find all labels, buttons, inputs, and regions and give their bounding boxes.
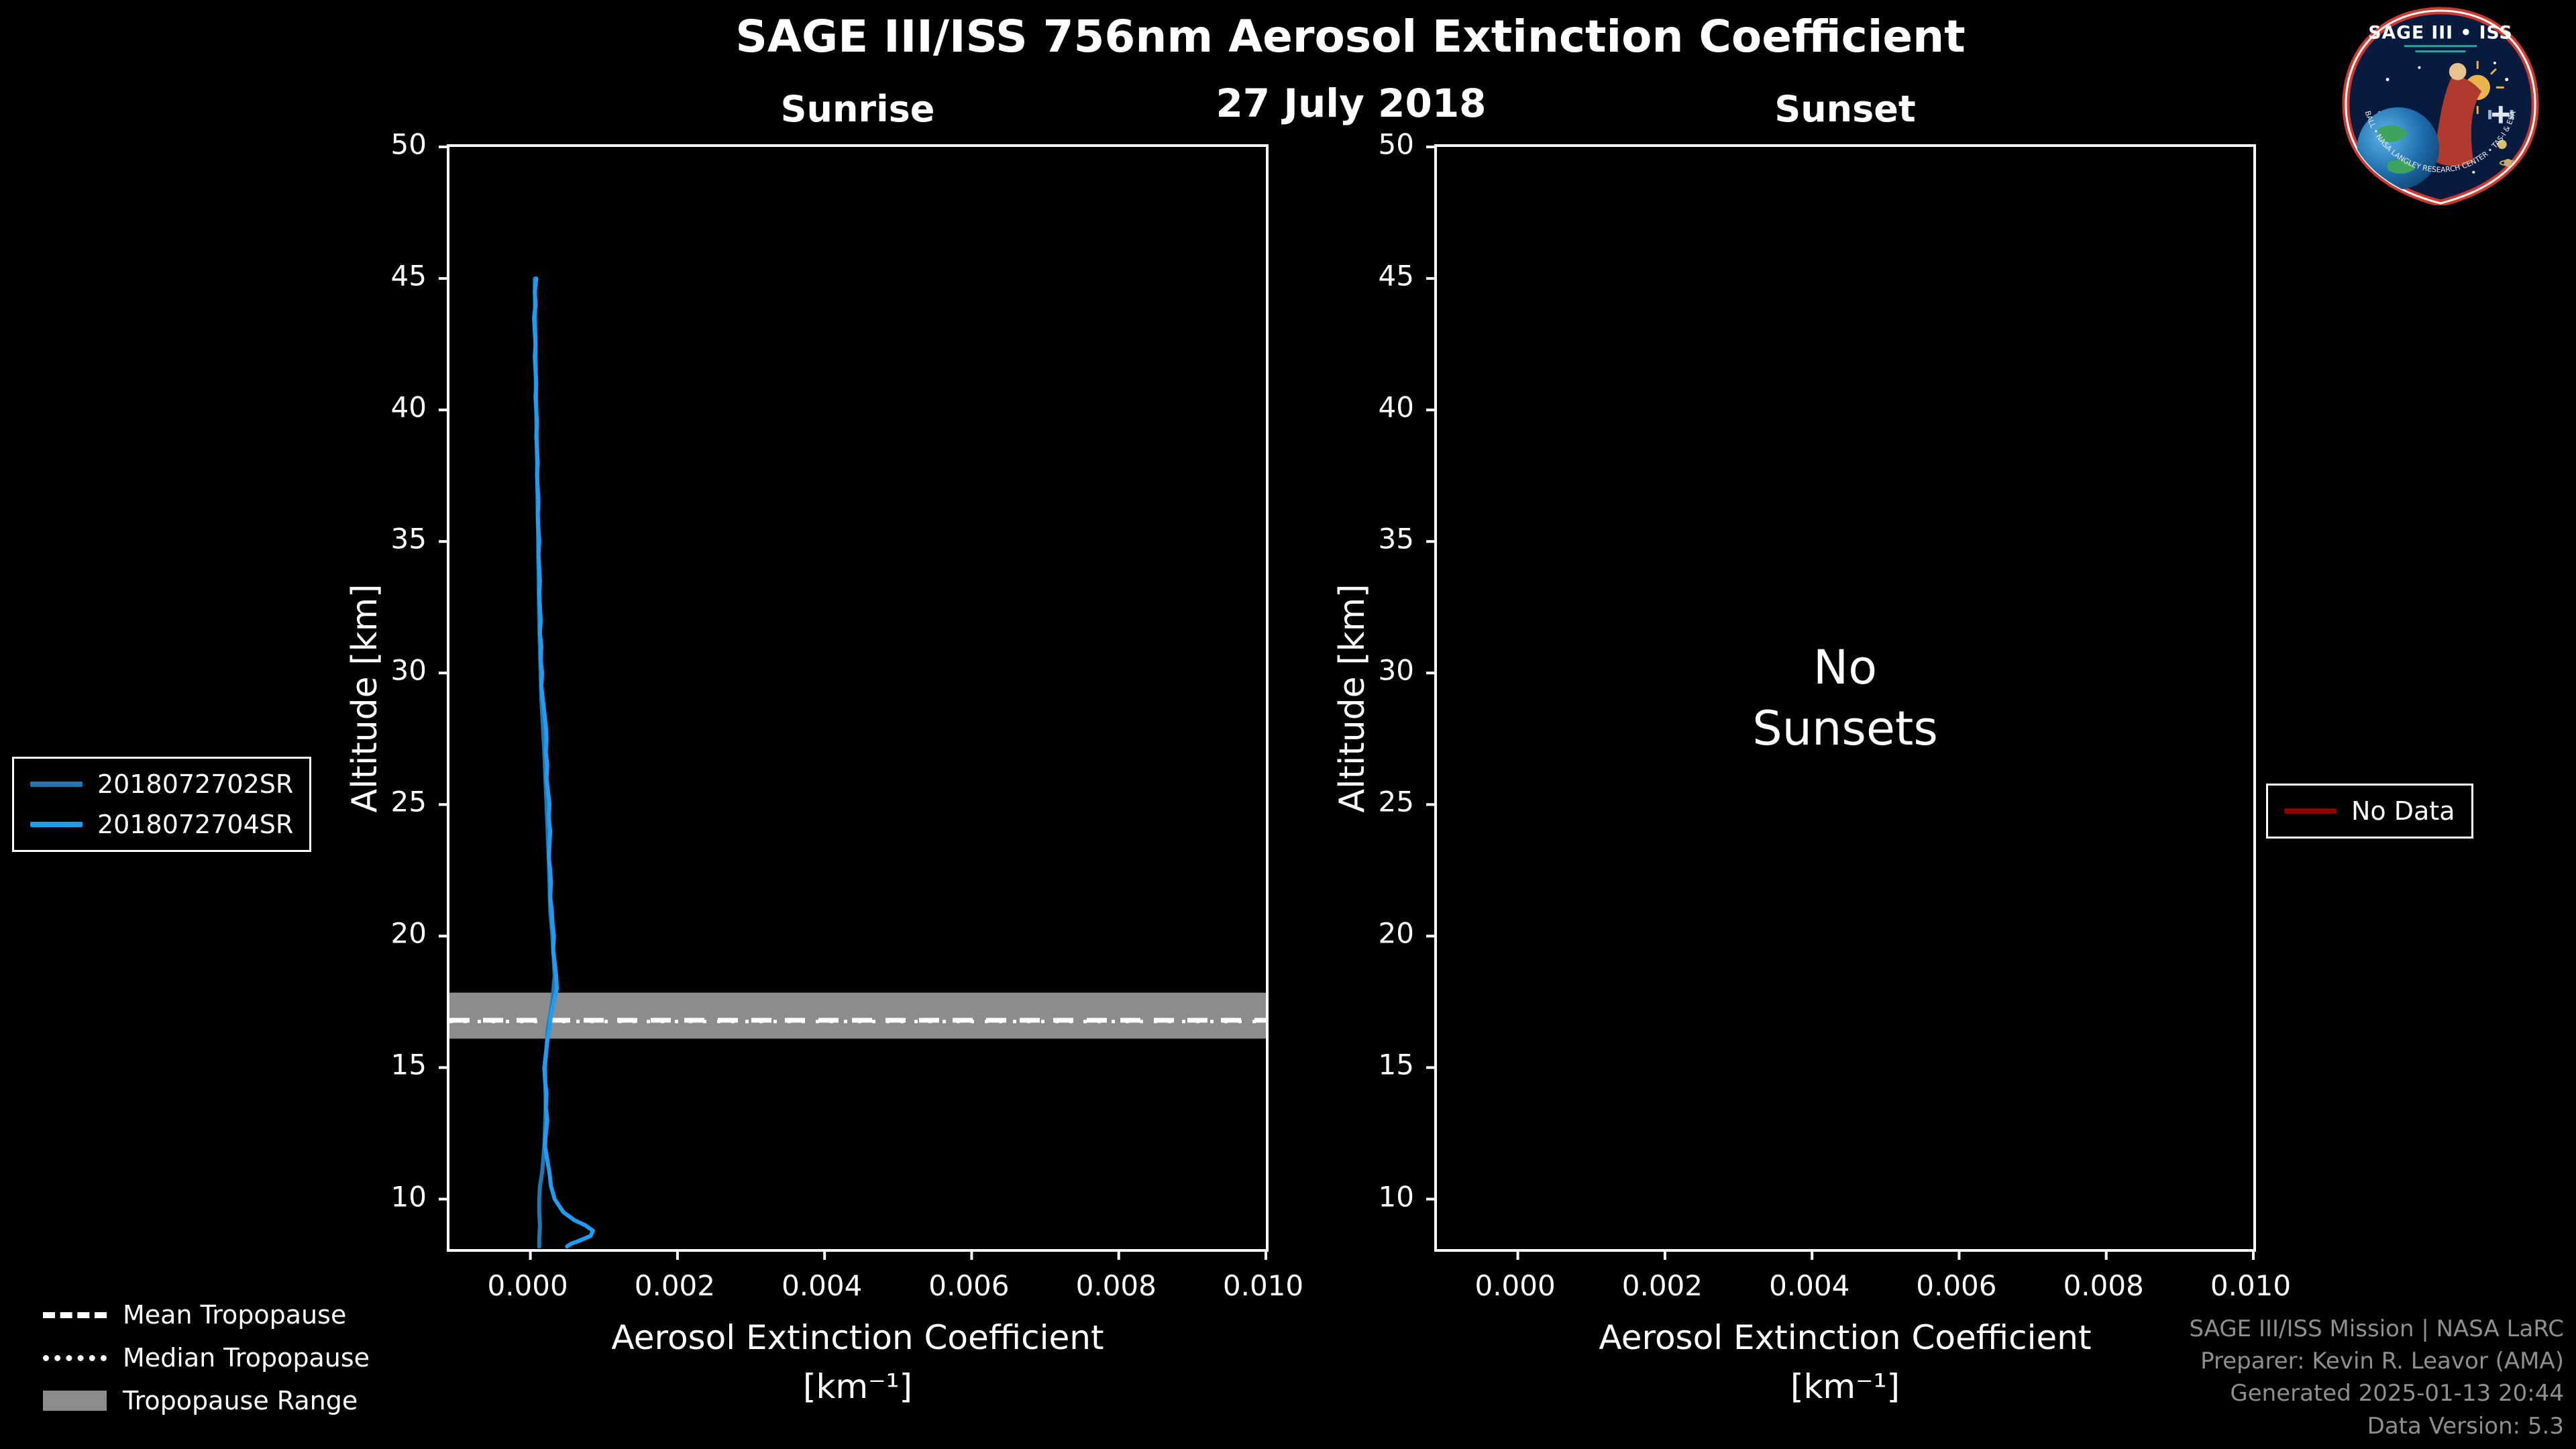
y-tick-label: 20: [390, 916, 427, 950]
legend-label: No Data: [2351, 796, 2455, 826]
planet-icon: [2497, 140, 2507, 150]
x-axis-label-line1: Aerosol Extinction Coefficient: [611, 1318, 1104, 1357]
sunrise-plot-area: [439, 144, 1269, 1260]
no-sunsets-annotation: No Sunsets: [1752, 639, 1938, 756]
sunrise-panel-title: Sunrise: [780, 88, 935, 130]
x-axis-label-line1: Aerosol Extinction Coefficient: [1599, 1318, 2092, 1357]
legend-item: 2018072704SR: [30, 810, 293, 839]
credits-block: SAGE III/ISS Mission | NASA LaRC Prepare…: [2189, 1313, 2564, 1442]
y-tick-label: 40: [1378, 390, 1414, 424]
x-axis-label: Aerosol Extinction Coefficient [km⁻¹]: [447, 1313, 1269, 1411]
sunset-panel: Sunset Altitude [km] No Sunsets 10 15 20 25…: [1332, 88, 2291, 1406]
star-icon: [2505, 78, 2509, 81]
legend-label: 2018072702SR: [97, 769, 294, 799]
legend-item: No Data: [2284, 796, 2455, 826]
logo-accent-line: [2404, 45, 2477, 48]
y-tick-label: 35: [1378, 522, 1414, 555]
mean-tropopause-swatch: [43, 1311, 107, 1318]
iss-icon: [2488, 106, 2514, 123]
legend-label: 2018072704SR: [97, 810, 294, 839]
y-tick-label: 25: [1378, 785, 1414, 818]
x-tick-label: 0.006: [1916, 1269, 1997, 1302]
credit-line: Preparer: Kevin R. Leavor (AMA): [2200, 1348, 2564, 1375]
no-data-legend: No Data: [2266, 784, 2473, 839]
y-tick-label: 10: [1378, 1180, 1414, 1213]
legend-item: Mean Tropopause: [43, 1300, 370, 1330]
y-tick-label: 45: [390, 259, 427, 292]
sunset-panel-title: Sunset: [1774, 88, 1916, 130]
x-tick-label: 0.010: [1222, 1269, 1304, 1302]
x-axis-label-line2: [km⁻¹]: [802, 1366, 913, 1406]
sunset-plot-area: No Sunsets: [1426, 144, 2256, 1260]
star-icon: [2385, 78, 2390, 81]
y-tick-label: 30: [390, 653, 427, 687]
earth-land-icon: [2377, 125, 2408, 142]
tropopause-range-swatch: [43, 1391, 107, 1411]
series-line-swatch: [30, 782, 83, 787]
x-axis-label-line2: [km⁻¹]: [1790, 1366, 1900, 1406]
logo-shield-inner-ring: [2345, 9, 2536, 205]
credit-line: Generated 2025-01-13 20:44: [2230, 1380, 2564, 1407]
x-tick-label: 0.002: [1621, 1269, 1703, 1302]
legend-item: Median Tropopause: [43, 1343, 370, 1373]
legend-label: Mean Tropopause: [123, 1300, 347, 1330]
star-icon: [2493, 61, 2496, 64]
x-axis-label: Aerosol Extinction Coefficient [km⁻¹]: [1434, 1313, 2256, 1411]
sunrise-events-legend: 2018072702SR 2018072704SR: [12, 757, 312, 852]
earth-icon: [2357, 107, 2440, 190]
x-tick-label: 0.004: [1769, 1269, 1850, 1302]
figure-icon: [2432, 75, 2482, 167]
no-data-line-swatch: [2284, 808, 2337, 814]
star-icon: [2418, 66, 2421, 69]
y-tick-label: 50: [390, 127, 427, 161]
x-tick-label: 0.000: [1474, 1269, 1556, 1302]
y-tick-label: 50: [1378, 127, 1414, 161]
credit-line: Data Version: 5.3: [2367, 1412, 2564, 1440]
logo-accent-line: [2415, 50, 2466, 53]
legend-item: Tropopause Range: [43, 1386, 370, 1415]
sunset-plot-canvas: [1426, 146, 2255, 1260]
tropopause-legend: Mean Tropopause Median Tropopause Tropop…: [43, 1300, 370, 1415]
median-tropopause-swatch: [43, 1354, 107, 1361]
y-tick-label: 30: [1378, 653, 1414, 687]
x-tick-label: 0.006: [928, 1269, 1010, 1302]
credit-line: SAGE III/ISS Mission | NASA LaRC: [2189, 1315, 2564, 1342]
y-tick-label: 15: [1378, 1048, 1414, 1081]
legend-label: Tropopause Range: [123, 1386, 358, 1415]
y-tick-label: 45: [1378, 259, 1414, 292]
x-tick-label: 0.010: [2210, 1269, 2292, 1302]
legend-item: 2018072702SR: [30, 769, 293, 799]
y-axis-label: Altitude [km]: [345, 583, 385, 813]
x-tick-label: 0.002: [634, 1269, 716, 1302]
y-tick-label: 25: [390, 785, 427, 818]
y-axis-label: Altitude [km]: [1332, 583, 1373, 813]
sunrise-panel: Sunrise Altitude [km] 10 15 20 25 30 35 40 45 50…: [345, 88, 1303, 1406]
legend-label: Median Tropopause: [123, 1343, 370, 1373]
star-icon: [2472, 170, 2475, 174]
y-tick-label: 40: [390, 390, 427, 424]
sage-iss-logo: SAGE III • ISS BALL • NASA LANGLEY RESEA…: [2342, 7, 2539, 205]
earth-land-icon: [2387, 160, 2416, 174]
x-tick-label: 0.008: [1075, 1269, 1157, 1302]
y-tick-label: 15: [390, 1048, 427, 1081]
y-tick-label: 35: [390, 522, 427, 555]
x-tick-label: 0.008: [2063, 1269, 2144, 1302]
logo-title: SAGE III • ISS: [2368, 22, 2512, 43]
y-tick-label: 10: [390, 1180, 427, 1213]
sunrise-plot-canvas: [439, 146, 1267, 1260]
series-line-swatch: [30, 822, 83, 827]
x-tick-label: 0.000: [487, 1269, 568, 1302]
figure-head-icon: [2449, 62, 2467, 80]
date-subtitle: 27 July 2018: [1216, 80, 1487, 126]
page-title: SAGE III/ISS 756nm Aerosol Extinction Co…: [735, 11, 1966, 62]
x-tick-label: 0.004: [782, 1269, 863, 1302]
y-tick-label: 20: [1378, 916, 1414, 950]
